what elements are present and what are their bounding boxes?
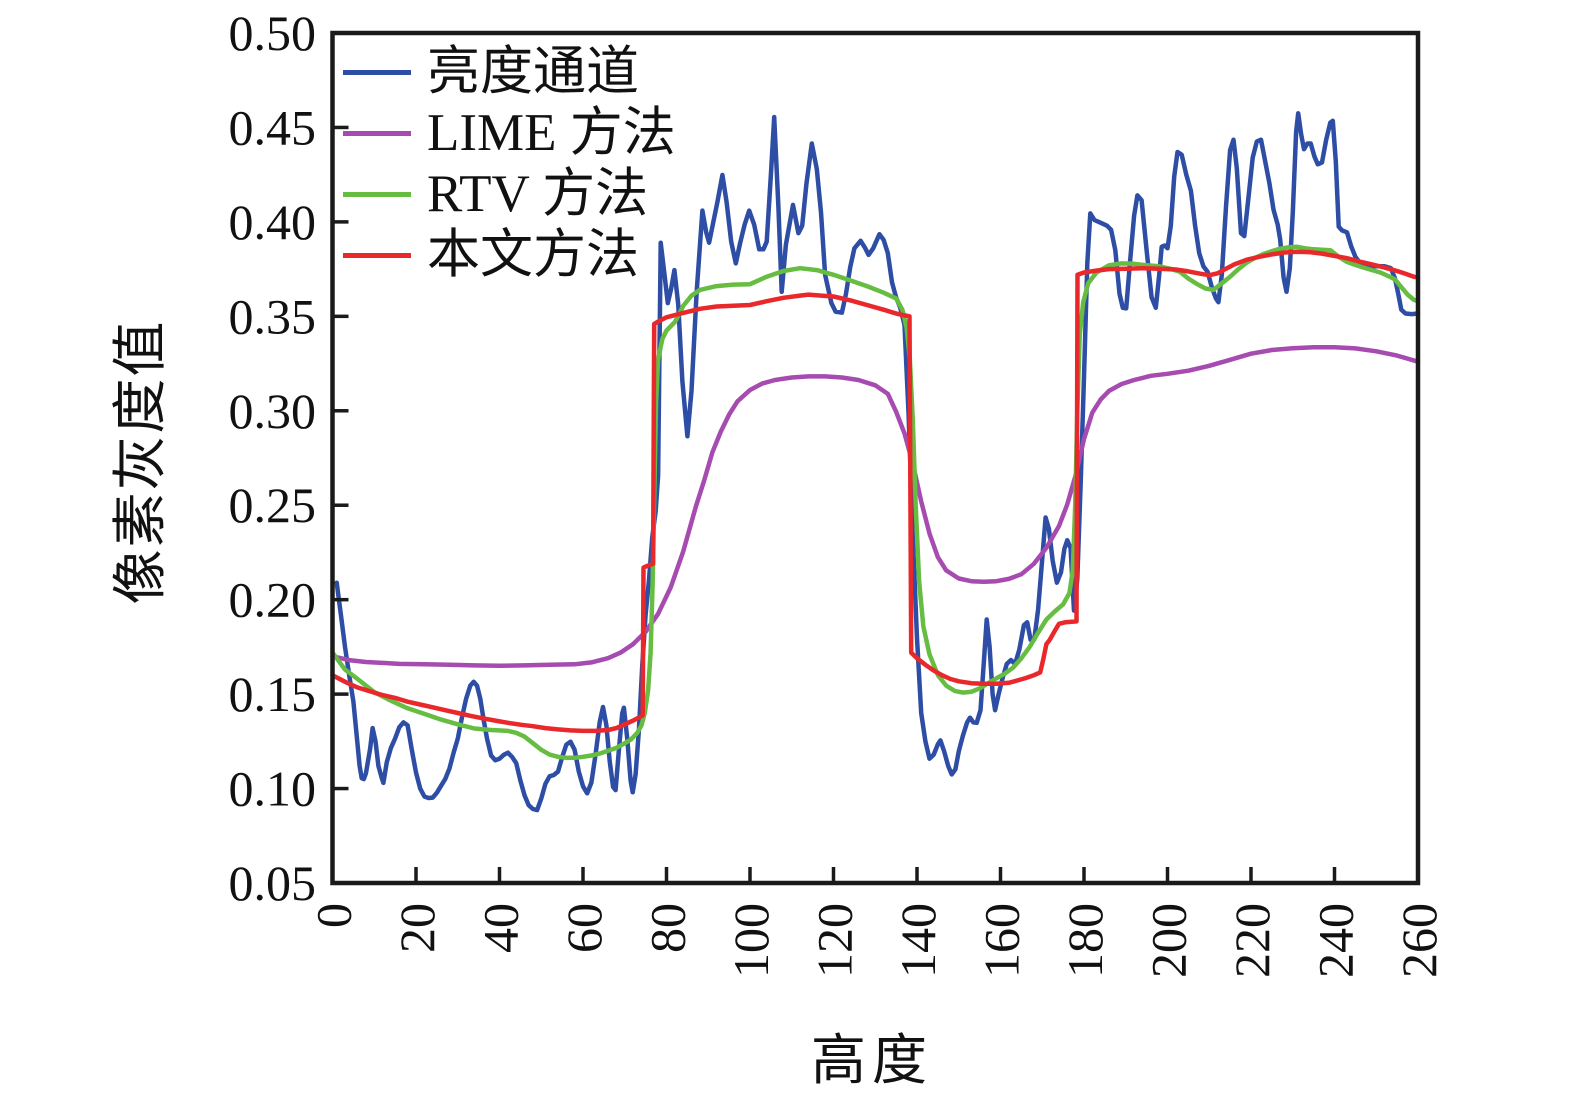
y-tick-label: 0.30 <box>229 383 317 439</box>
series-line-2 <box>330 244 1421 761</box>
x-tick-label: 80 <box>640 903 696 953</box>
x-tick-label: 0 <box>306 903 362 928</box>
legend: 亮度通道 LIME 方法 RTV 方法 本文方法 <box>343 42 676 286</box>
x-tick-label: 240 <box>1308 903 1364 978</box>
y-tick-label: 0.25 <box>229 477 317 533</box>
y-tick-label: 0.10 <box>229 761 317 817</box>
y-tick-label: 0.20 <box>229 572 317 628</box>
legend-item-3: 本文方法 <box>343 225 676 286</box>
x-tick-label: 120 <box>807 903 863 978</box>
x-tick-label: 220 <box>1224 903 1280 978</box>
y-tick-label: 0.15 <box>229 666 317 722</box>
x-tick-label: 180 <box>1057 903 1113 978</box>
y-tick-label: 0.40 <box>229 194 317 250</box>
x-tick-label: 140 <box>890 903 946 978</box>
legend-item-0: 亮度通道 <box>343 42 676 103</box>
legend-label: LIME 方法 <box>427 104 676 162</box>
x-tick-label: 100 <box>723 903 779 978</box>
x-axis-title: 高度 <box>810 1030 934 1091</box>
y-tick-label: 0.50 <box>229 5 317 61</box>
legend-line-swatch <box>343 192 411 197</box>
x-tick-label: 260 <box>1391 903 1447 978</box>
x-tick-label: 60 <box>556 903 612 953</box>
legend-label: RTV 方法 <box>427 165 649 223</box>
series-line-3 <box>330 249 1421 734</box>
plot-border <box>330 30 1421 886</box>
y-tick-label: 0.45 <box>229 99 317 155</box>
legend-item-2: RTV 方法 <box>343 164 676 225</box>
series-line-0 <box>334 111 1421 813</box>
x-tick-label: 20 <box>389 903 445 953</box>
legend-label: 本文方法 <box>427 226 639 284</box>
x-tick-label: 200 <box>1141 903 1197 978</box>
legend-label: 亮度通道 <box>427 43 639 101</box>
y-tick-label: 0.35 <box>229 288 317 344</box>
y-tick-label: 0.05 <box>229 855 317 911</box>
legend-line-swatch <box>343 70 411 75</box>
legend-line-swatch <box>343 253 411 258</box>
legend-line-swatch <box>343 131 411 136</box>
x-tick-label: 40 <box>473 903 529 953</box>
y-axis-title: 像素灰度值 <box>110 319 171 605</box>
series-line-1 <box>330 345 1421 669</box>
x-tick-label: 160 <box>974 903 1030 978</box>
legend-item-1: LIME 方法 <box>343 103 676 164</box>
